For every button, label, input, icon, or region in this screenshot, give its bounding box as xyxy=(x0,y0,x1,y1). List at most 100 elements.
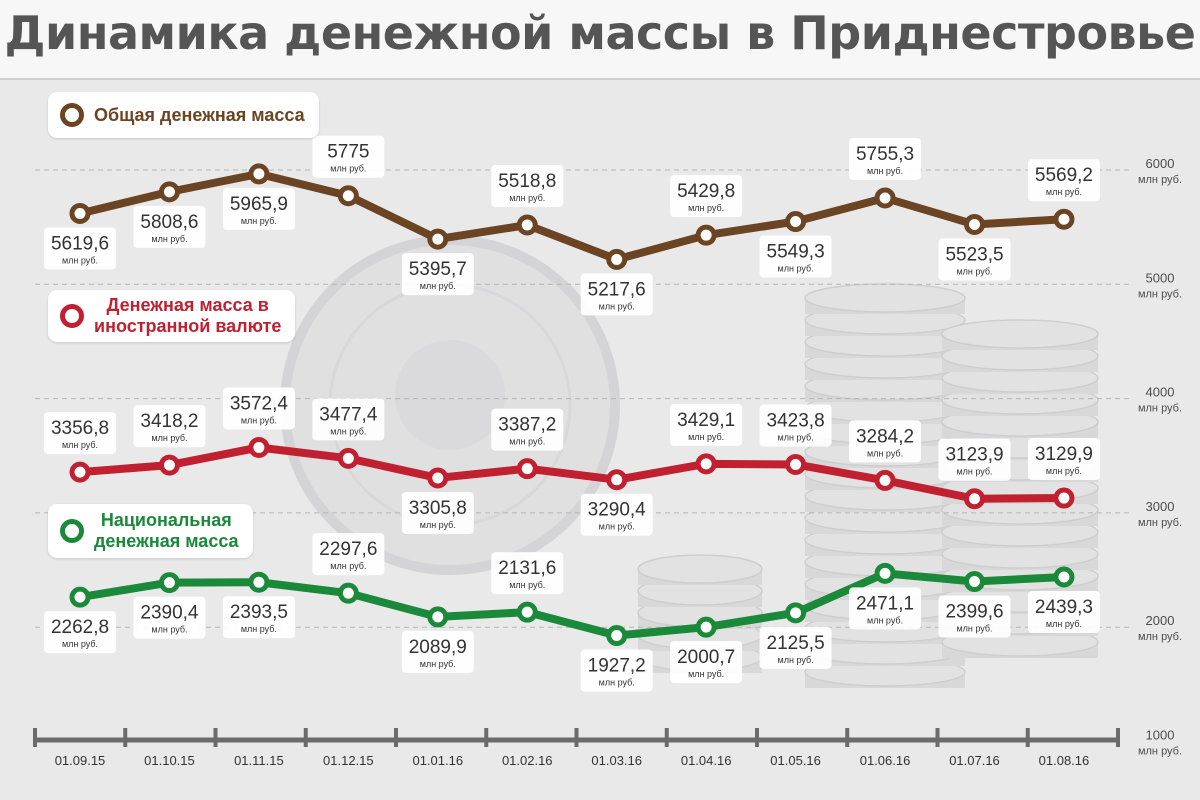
x-tick-label: 01.09.15 xyxy=(55,753,106,768)
series-lines xyxy=(76,169,1068,640)
data-label-bg xyxy=(491,165,564,208)
data-point-national xyxy=(337,582,359,604)
data-point-foreign xyxy=(964,488,985,510)
data-label-unit: млн руб. xyxy=(509,437,545,447)
data-label-value: 2439,3 xyxy=(1035,597,1093,618)
data-label-value: 1927,2 xyxy=(588,656,646,677)
data-label-bg xyxy=(312,135,385,178)
x-axis: 01.09.15 01.10.15 01.11.15 01.12.15 01.01.16… xyxy=(33,728,1120,768)
data-label-unit: млн руб. xyxy=(599,678,635,688)
x-tick-label: 01.02.16 xyxy=(502,753,553,768)
data-label-unit: млн руб. xyxy=(509,580,545,590)
data-label-unit: млн руб. xyxy=(1046,187,1082,197)
data-point-total xyxy=(248,163,270,185)
x-tick-label: 01.10.15 xyxy=(144,753,195,768)
data-point-national xyxy=(785,602,807,624)
data-point-foreign xyxy=(785,453,807,475)
data-label-value: 3418,2 xyxy=(140,411,198,432)
x-tick-label: 01.12.15 xyxy=(323,753,374,768)
legend-national-line1: Национальная xyxy=(100,510,232,530)
data-label-value: 2131,6 xyxy=(498,558,556,579)
data-label-bg xyxy=(1027,438,1100,481)
data-point-total xyxy=(427,228,449,250)
data-label-value: 5569,2 xyxy=(1035,165,1093,186)
data-label-unit: млн руб. xyxy=(241,216,277,226)
data-point-foreign xyxy=(337,447,359,469)
data-label-value: 2089,9 xyxy=(409,637,467,658)
data-label-bg xyxy=(133,205,206,248)
data-label-bg xyxy=(222,387,295,430)
data-label-unit: млн руб. xyxy=(599,301,635,311)
legend-foreign-line2: иностранной валюте xyxy=(94,316,282,336)
x-tick-label: 01.06.16 xyxy=(860,753,911,768)
x-tick-label: 01.08.16 xyxy=(1039,753,1090,768)
y-tick-unit: млн руб. xyxy=(1138,174,1182,186)
series-line-total xyxy=(76,169,1068,264)
data-point-national xyxy=(874,562,896,584)
legend-total: Общая денежная масса xyxy=(48,92,319,138)
legend-foreign-marker xyxy=(60,304,84,328)
data-point-national xyxy=(158,572,180,594)
series-line-foreign xyxy=(76,443,1068,503)
data-label-bg xyxy=(759,235,832,278)
data-label-bg xyxy=(491,408,564,451)
data-label-unit: млн руб. xyxy=(420,281,456,291)
data-label-value: 5429,8 xyxy=(677,181,735,202)
y-tick-unit: млн руб. xyxy=(1138,517,1182,529)
data-label-bg xyxy=(1027,590,1100,633)
data-label-bg xyxy=(401,253,474,296)
data-label-bg xyxy=(401,630,474,673)
data-point-total xyxy=(158,181,180,203)
data-label-unit: млн руб. xyxy=(867,448,903,458)
data-label-value: 5217,6 xyxy=(588,279,646,300)
data-label-unit: млн руб. xyxy=(956,266,992,276)
x-tick-label: 01.03.16 xyxy=(591,753,642,768)
data-label-unit: млн руб. xyxy=(778,655,814,665)
y-tick-label: 5000 xyxy=(1146,270,1175,285)
data-label-unit: млн руб. xyxy=(62,639,98,649)
legend-foreign: Денежная масса в иностранной валюте xyxy=(48,290,296,342)
data-point-total xyxy=(964,213,985,235)
data-label-bg xyxy=(44,412,116,455)
data-point-total xyxy=(516,214,538,236)
series-line-national xyxy=(76,569,1068,640)
data-label-unit: млн руб. xyxy=(956,467,992,477)
data-point-foreign xyxy=(874,469,896,491)
data-label-bg xyxy=(759,404,832,447)
data-label-bg xyxy=(580,649,653,692)
data-label-unit: млн руб. xyxy=(330,561,366,571)
data-point-foreign xyxy=(516,458,538,480)
data-label-bg xyxy=(580,493,653,536)
data-point-national xyxy=(69,586,91,608)
data-label-value: 5395,7 xyxy=(409,259,467,280)
y-tick-label: 6000 xyxy=(1146,156,1175,171)
data-label-value: 5549,3 xyxy=(767,242,825,263)
y-tick-label: 3000 xyxy=(1146,499,1175,514)
data-label-unit: млн руб. xyxy=(420,659,456,669)
data-label-bg xyxy=(759,626,832,669)
data-label-value: 5808,6 xyxy=(140,212,198,233)
data-label-value: 3477,4 xyxy=(319,404,378,425)
data-label-value: 3290,4 xyxy=(588,500,647,521)
data-label-unit: млн руб. xyxy=(151,433,187,443)
series-points xyxy=(69,163,1075,647)
data-label-unit: млн руб. xyxy=(151,234,187,244)
x-tick-label: 01.04.16 xyxy=(681,753,732,768)
data-label-value: 2297,6 xyxy=(319,539,377,560)
legend-national: Национальная денежная масса xyxy=(48,504,253,558)
y-axis-ticks: 6000 млн руб. 5000 млн руб. 4000 млн руб. 3000… xyxy=(1138,156,1182,758)
data-label-value: 2125,5 xyxy=(767,633,825,654)
data-point-foreign xyxy=(248,436,270,458)
